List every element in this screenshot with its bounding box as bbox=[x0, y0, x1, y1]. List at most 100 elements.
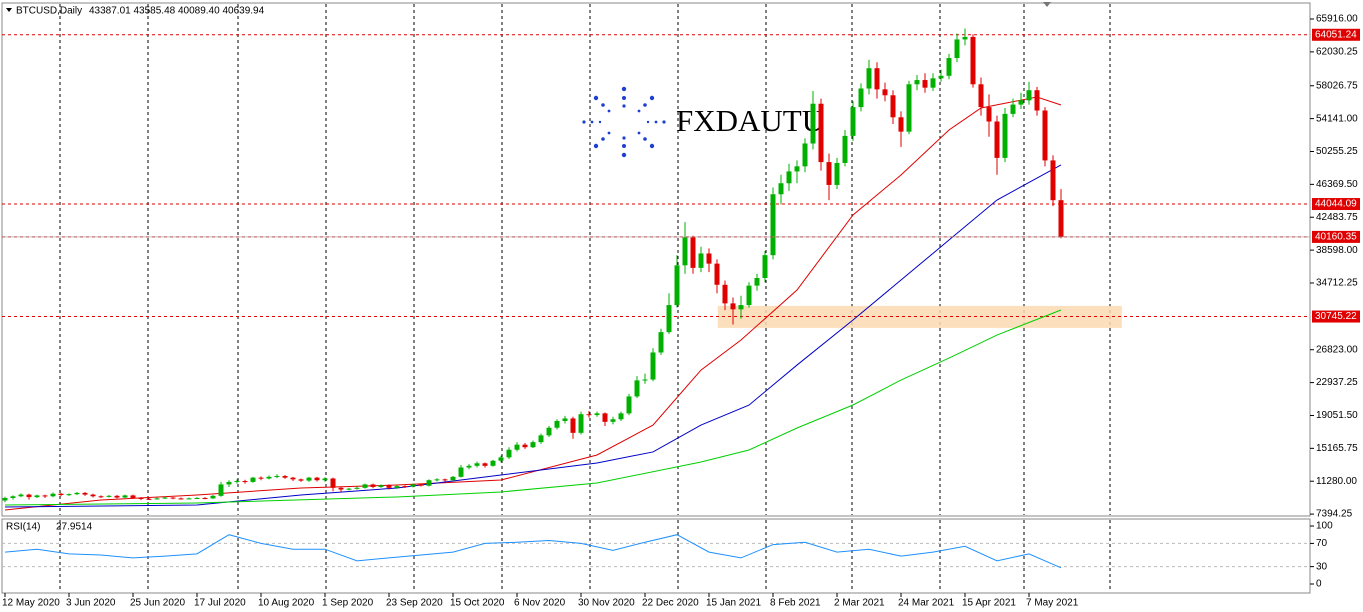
chart-title: BTCUSD,Daily bbox=[16, 6, 82, 17]
y-tick-label: 70 bbox=[1316, 538, 1328, 549]
candle-body bbox=[762, 255, 768, 279]
candle-body bbox=[98, 496, 104, 498]
candle-body bbox=[554, 420, 560, 428]
candle-body bbox=[522, 444, 528, 448]
y-tick-label: 100 bbox=[1316, 521, 1333, 532]
level-label: 40160.35 bbox=[1315, 232, 1357, 243]
moving-average bbox=[4, 309, 1062, 506]
level-label: 30745.22 bbox=[1315, 311, 1357, 322]
candle-body bbox=[42, 495, 48, 497]
candle-body bbox=[90, 494, 96, 497]
x-tick-label: 6 Nov 2020 bbox=[514, 598, 566, 609]
candle-body bbox=[338, 487, 344, 490]
candle-body bbox=[578, 414, 584, 433]
shift-marker bbox=[1043, 2, 1051, 7]
x-tick-label: 22 Dec 2020 bbox=[642, 598, 699, 609]
candle-body bbox=[722, 284, 728, 304]
y-tick-label: 30 bbox=[1316, 561, 1328, 572]
candle-body bbox=[378, 485, 384, 487]
candle-body bbox=[746, 285, 752, 306]
candle-body bbox=[474, 463, 480, 466]
candle-body bbox=[266, 476, 272, 479]
y-tick-label: 7394.25 bbox=[1316, 509, 1353, 520]
candle-body bbox=[530, 442, 536, 448]
y-tick-label: 15165.75 bbox=[1316, 443, 1358, 454]
candle-body bbox=[26, 494, 32, 498]
candle-body bbox=[34, 495, 40, 498]
logo-icon bbox=[582, 86, 666, 158]
candle-body bbox=[314, 477, 320, 481]
level-label: 64051.24 bbox=[1315, 29, 1357, 40]
candle-body bbox=[786, 171, 792, 184]
candle-body bbox=[674, 265, 680, 306]
candle-body bbox=[978, 84, 984, 108]
candle-body bbox=[1010, 104, 1016, 114]
x-tick-label: 15 Apr 2021 bbox=[962, 598, 1016, 609]
candle-body bbox=[850, 107, 856, 136]
candle-body bbox=[162, 497, 168, 499]
candle-body bbox=[666, 305, 672, 333]
candle-body bbox=[1026, 90, 1032, 101]
candle-body bbox=[154, 498, 160, 500]
candle-body bbox=[122, 495, 128, 498]
candle-body bbox=[714, 263, 720, 285]
x-tick-label: 17 Jul 2020 bbox=[194, 598, 246, 609]
candle-body bbox=[250, 477, 256, 482]
candle-body bbox=[282, 475, 288, 478]
x-tick-label: 1 Sep 2020 bbox=[322, 598, 374, 609]
candle-body bbox=[178, 498, 184, 500]
candle-body bbox=[954, 39, 960, 59]
y-tick-label: 26823.00 bbox=[1316, 344, 1358, 355]
candle-body bbox=[186, 498, 192, 500]
candle-body bbox=[778, 183, 784, 195]
candle-body bbox=[906, 84, 912, 132]
main-panel bbox=[1, 2, 1311, 517]
candle-body bbox=[546, 427, 552, 436]
candle-body bbox=[298, 479, 304, 481]
candle-body bbox=[2, 497, 8, 501]
y-tick-label: 19051.50 bbox=[1316, 410, 1358, 421]
candle-body bbox=[962, 36, 968, 40]
candle-body bbox=[106, 495, 112, 497]
y-tick-label: 62030.25 bbox=[1316, 47, 1358, 58]
header-icon bbox=[6, 8, 12, 12]
candle-body bbox=[1034, 90, 1040, 111]
candle-body bbox=[970, 36, 976, 85]
candle-body bbox=[130, 495, 136, 498]
zone bbox=[717, 305, 1122, 328]
candle-body bbox=[570, 418, 576, 433]
x-tick-label: 30 Nov 2020 bbox=[578, 598, 635, 609]
candle-body bbox=[202, 497, 208, 499]
x-tick-label: 23 Sep 2020 bbox=[386, 598, 443, 609]
rsi-title: RSI(14) bbox=[6, 522, 40, 533]
moving-average bbox=[4, 96, 1062, 511]
candle-body bbox=[498, 457, 504, 461]
candle-body bbox=[642, 379, 648, 381]
candle-body bbox=[882, 89, 888, 96]
candle-body bbox=[818, 103, 824, 163]
level-label-box bbox=[1312, 310, 1360, 323]
candle-body bbox=[82, 492, 88, 495]
x-tick-label: 24 Mar 2021 bbox=[898, 598, 955, 609]
candle-body bbox=[450, 476, 456, 481]
rsi-panel bbox=[1, 518, 1311, 594]
moving-average bbox=[4, 164, 1062, 508]
candle-body bbox=[658, 332, 664, 353]
x-tick-label: 12 May 2020 bbox=[2, 598, 60, 609]
candle-body bbox=[170, 497, 176, 499]
candle-body bbox=[586, 414, 592, 416]
candle-body bbox=[410, 484, 416, 487]
candle-body bbox=[1042, 110, 1048, 161]
candle-body bbox=[842, 135, 848, 163]
x-tick-label: 10 Aug 2020 bbox=[258, 598, 315, 609]
y-tick-label: 22937.25 bbox=[1316, 377, 1358, 388]
candle-body bbox=[66, 494, 72, 496]
x-tick-label: 15 Jan 2021 bbox=[706, 598, 761, 609]
candle-body bbox=[18, 494, 24, 497]
candle-body bbox=[434, 479, 440, 481]
candle-body bbox=[242, 481, 248, 483]
candle-body bbox=[402, 486, 408, 488]
y-tick-label: 11280.00 bbox=[1316, 476, 1357, 487]
candle-body bbox=[50, 493, 56, 497]
